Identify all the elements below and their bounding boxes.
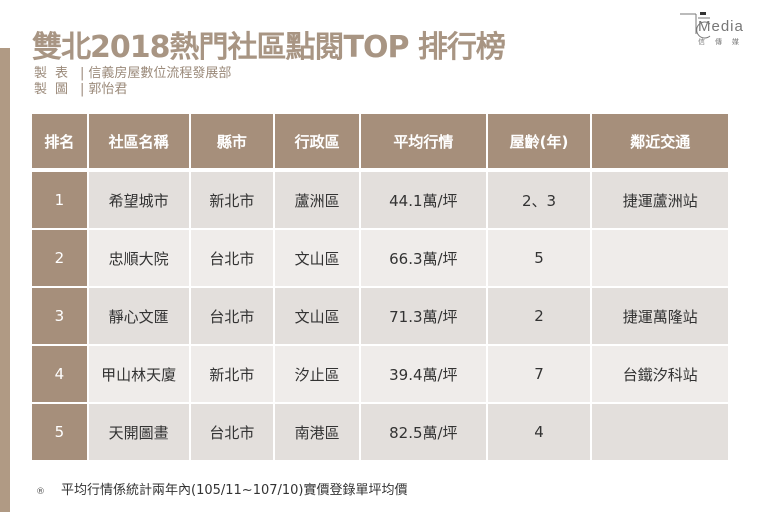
table-cell: 天開圖畫 [86, 402, 191, 462]
meta-label: 製圖 [34, 82, 77, 97]
meta-label: 製表 [34, 66, 77, 81]
table-cell: 66.3萬/坪 [359, 228, 488, 288]
table-cell: 台鐵汐科站 [590, 344, 730, 404]
column-header: 縣市 [188, 112, 276, 171]
table-cell: 2 [485, 286, 593, 346]
table-cell: 文山區 [273, 228, 362, 288]
table-cell: 44.1萬/坪 [359, 169, 488, 230]
table-cell: 4 [485, 402, 593, 462]
table-cell: 希望城市 [86, 169, 191, 230]
rank-cell: 5 [30, 402, 89, 462]
rank-cell: 3 [30, 286, 89, 346]
table-cell [590, 228, 730, 288]
footnote: ® 平均行情係統計兩年內(105/11~107/10)實價登錄單坪均價 [36, 479, 408, 498]
table-cell: 71.3萬/坪 [359, 286, 488, 346]
column-header: 鄰近交通 [590, 112, 730, 171]
page-title: 雙北2018熱門社區點閱TOP 排行榜 [32, 30, 506, 65]
table-cell: 捷運蘆洲站 [590, 169, 730, 230]
meta-value: 郭怡君 [88, 82, 128, 97]
cmedia-logo: Media 信傳媒 [676, 8, 762, 48]
meta-separator: | [80, 82, 85, 97]
table-cell: 汐止區 [273, 344, 362, 404]
meta-value: 信義房屋數位流程發展部 [88, 66, 232, 81]
logo-word: Media [698, 18, 744, 35]
table-row: 2 忠順大院 台北市 文山區 66.3萬/坪 5 [30, 228, 730, 288]
table-header-row: 排名 社區名稱 縣市 行政區 平均行情 屋齡(年) 鄰近交通 [30, 112, 730, 171]
table-cell: 台北市 [188, 228, 276, 288]
column-header: 排名 [30, 112, 89, 171]
column-header: 社區名稱 [86, 112, 191, 171]
column-header: 屋齡(年) [485, 112, 593, 171]
column-header: 行政區 [273, 112, 362, 171]
table-cell: 82.5萬/坪 [359, 402, 488, 462]
table-cell: 2、3 [485, 169, 593, 230]
table-cell: 文山區 [273, 286, 362, 346]
table-cell: 南港區 [273, 402, 362, 462]
table-row: 1 希望城市 新北市 蘆洲區 44.1萬/坪 2、3 捷運蘆洲站 [30, 169, 730, 230]
table-cell: 新北市 [188, 169, 276, 230]
table-cell: 5 [485, 228, 593, 288]
rank-cell: 4 [30, 344, 89, 404]
table-cell: 忠順大院 [86, 228, 191, 288]
footnote-text: 平均行情係統計兩年內(105/11~107/10)實價登錄單坪均價 [61, 483, 408, 498]
logo-subtitle: 信傳媒 [698, 38, 749, 46]
table-cell [590, 402, 730, 462]
table-cell: 台北市 [188, 286, 276, 346]
meta-separator: | [80, 66, 85, 81]
rank-cell: 1 [30, 169, 89, 230]
table-cell: 甲山林天廈 [86, 344, 191, 404]
table-cell: 新北市 [188, 344, 276, 404]
column-header: 平均行情 [359, 112, 488, 171]
table-cell: 台北市 [188, 402, 276, 462]
table-cell: 靜心文匯 [86, 286, 191, 346]
left-accent-bar [0, 48, 10, 512]
footnote-bullet-icon: ® [36, 487, 45, 497]
table-row: 4 甲山林天廈 新北市 汐止區 39.4萬/坪 7 台鐵汐科站 [30, 344, 730, 404]
table-row: 5 天開圖畫 台北市 南港區 82.5萬/坪 4 [30, 402, 730, 462]
table-cell: 捷運萬隆站 [590, 286, 730, 346]
table-cell: 39.4萬/坪 [359, 344, 488, 404]
logo-mark-icon [680, 12, 711, 39]
meta-producer: 製表 | 信義房屋數位流程發展部 [34, 66, 231, 81]
rank-cell: 2 [30, 228, 89, 288]
meta-designer: 製圖 | 郭怡君 [34, 82, 127, 97]
ranking-table: 排名 社區名稱 縣市 行政區 平均行情 屋齡(年) 鄰近交通 1 希望城市 新北市 蘆洲區 44.1… [30, 112, 730, 462]
table-row: 3 靜心文匯 台北市 文山區 71.3萬/坪 2 捷運萬隆站 [30, 286, 730, 346]
table-cell: 蘆洲區 [273, 169, 362, 230]
table-cell: 7 [485, 344, 593, 404]
